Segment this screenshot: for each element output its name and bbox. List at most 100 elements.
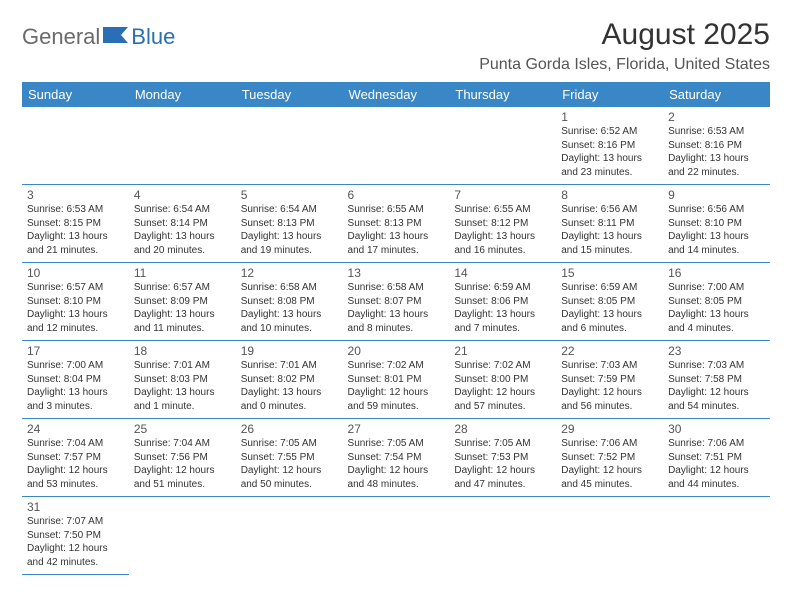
info-line: Daylight: 12 hours xyxy=(348,386,445,400)
day-info: Sunrise: 7:06 AMSunset: 7:52 PMDaylight:… xyxy=(561,437,658,491)
info-line: Sunrise: 7:04 AM xyxy=(134,437,231,451)
info-line: and 6 minutes. xyxy=(561,322,658,336)
day-header: Tuesday xyxy=(236,82,343,107)
day-number: 15 xyxy=(561,266,658,280)
calendar-cell: 10Sunrise: 6:57 AMSunset: 8:10 PMDayligh… xyxy=(22,263,129,341)
calendar-cell: 16Sunrise: 7:00 AMSunset: 8:05 PMDayligh… xyxy=(663,263,770,341)
day-number: 12 xyxy=(241,266,338,280)
info-line: Sunset: 8:03 PM xyxy=(134,373,231,387)
day-header: Monday xyxy=(129,82,236,107)
info-line: and 8 minutes. xyxy=(348,322,445,336)
logo-text-1: General xyxy=(22,24,100,50)
table-row: 17Sunrise: 7:00 AMSunset: 8:04 PMDayligh… xyxy=(22,341,770,419)
calendar-cell: 1Sunrise: 6:52 AMSunset: 8:16 PMDaylight… xyxy=(556,107,663,185)
info-line: and 59 minutes. xyxy=(348,400,445,414)
info-line: Sunset: 8:01 PM xyxy=(348,373,445,387)
day-header: Wednesday xyxy=(343,82,450,107)
info-line: and 3 minutes. xyxy=(27,400,124,414)
info-line: Daylight: 13 hours xyxy=(348,308,445,322)
info-line: Sunset: 8:09 PM xyxy=(134,295,231,309)
day-info: Sunrise: 7:02 AMSunset: 8:01 PMDaylight:… xyxy=(348,359,445,413)
day-info: Sunrise: 6:54 AMSunset: 8:13 PMDaylight:… xyxy=(241,203,338,257)
day-info: Sunrise: 6:53 AMSunset: 8:16 PMDaylight:… xyxy=(668,125,765,179)
day-header: Sunday xyxy=(22,82,129,107)
day-number: 21 xyxy=(454,344,551,358)
day-info: Sunrise: 6:52 AMSunset: 8:16 PMDaylight:… xyxy=(561,125,658,179)
info-line: and 0 minutes. xyxy=(241,400,338,414)
info-line: Sunset: 7:57 PM xyxy=(27,451,124,465)
logo-flag-icon xyxy=(103,24,129,50)
info-line: and 56 minutes. xyxy=(561,400,658,414)
info-line: Sunset: 7:54 PM xyxy=(348,451,445,465)
calendar-cell: 2Sunrise: 6:53 AMSunset: 8:16 PMDaylight… xyxy=(663,107,770,185)
day-number: 13 xyxy=(348,266,445,280)
day-info: Sunrise: 6:55 AMSunset: 8:13 PMDaylight:… xyxy=(348,203,445,257)
day-number: 29 xyxy=(561,422,658,436)
info-line: Sunset: 8:12 PM xyxy=(454,217,551,231)
day-info: Sunrise: 6:54 AMSunset: 8:14 PMDaylight:… xyxy=(134,203,231,257)
info-line: Sunset: 8:15 PM xyxy=(27,217,124,231)
table-row: 10Sunrise: 6:57 AMSunset: 8:10 PMDayligh… xyxy=(22,263,770,341)
info-line: Sunrise: 6:56 AM xyxy=(561,203,658,217)
info-line: and 14 minutes. xyxy=(668,244,765,258)
info-line: Sunset: 7:50 PM xyxy=(27,529,124,543)
logo: General Blue xyxy=(22,24,175,50)
calendar-cell xyxy=(663,497,770,575)
info-line: Sunrise: 7:04 AM xyxy=(27,437,124,451)
calendar-cell: 25Sunrise: 7:04 AMSunset: 7:56 PMDayligh… xyxy=(129,419,236,497)
info-line: Sunrise: 6:53 AM xyxy=(27,203,124,217)
info-line: Daylight: 12 hours xyxy=(241,464,338,478)
info-line: Sunrise: 7:02 AM xyxy=(454,359,551,373)
calendar-cell: 5Sunrise: 6:54 AMSunset: 8:13 PMDaylight… xyxy=(236,185,343,263)
info-line: Sunset: 7:56 PM xyxy=(134,451,231,465)
info-line: and 4 minutes. xyxy=(668,322,765,336)
day-number: 14 xyxy=(454,266,551,280)
info-line: Sunrise: 6:52 AM xyxy=(561,125,658,139)
info-line: Sunrise: 7:00 AM xyxy=(27,359,124,373)
calendar-cell xyxy=(129,107,236,185)
day-info: Sunrise: 6:57 AMSunset: 8:09 PMDaylight:… xyxy=(134,281,231,335)
info-line: Sunset: 8:10 PM xyxy=(668,217,765,231)
info-line: Daylight: 13 hours xyxy=(454,230,551,244)
info-line: Daylight: 12 hours xyxy=(668,386,765,400)
day-number: 26 xyxy=(241,422,338,436)
info-line: Sunset: 8:16 PM xyxy=(668,139,765,153)
day-info: Sunrise: 7:00 AMSunset: 8:04 PMDaylight:… xyxy=(27,359,124,413)
calendar-cell xyxy=(449,107,556,185)
calendar-cell xyxy=(236,497,343,575)
info-line: Daylight: 13 hours xyxy=(668,230,765,244)
day-number: 19 xyxy=(241,344,338,358)
day-info: Sunrise: 6:59 AMSunset: 8:06 PMDaylight:… xyxy=(454,281,551,335)
calendar-cell: 14Sunrise: 6:59 AMSunset: 8:06 PMDayligh… xyxy=(449,263,556,341)
info-line: and 15 minutes. xyxy=(561,244,658,258)
info-line: and 53 minutes. xyxy=(27,478,124,492)
info-line: Daylight: 13 hours xyxy=(241,308,338,322)
day-info: Sunrise: 7:06 AMSunset: 7:51 PMDaylight:… xyxy=(668,437,765,491)
info-line: Daylight: 12 hours xyxy=(668,464,765,478)
calendar-cell: 23Sunrise: 7:03 AMSunset: 7:58 PMDayligh… xyxy=(663,341,770,419)
info-line: Sunset: 8:14 PM xyxy=(134,217,231,231)
calendar-cell: 4Sunrise: 6:54 AMSunset: 8:14 PMDaylight… xyxy=(129,185,236,263)
day-info: Sunrise: 6:55 AMSunset: 8:12 PMDaylight:… xyxy=(454,203,551,257)
calendar-cell: 30Sunrise: 7:06 AMSunset: 7:51 PMDayligh… xyxy=(663,419,770,497)
info-line: and 44 minutes. xyxy=(668,478,765,492)
info-line: Sunset: 7:53 PM xyxy=(454,451,551,465)
day-number: 18 xyxy=(134,344,231,358)
info-line: and 42 minutes. xyxy=(27,556,124,570)
subtitle: Punta Gorda Isles, Florida, United State… xyxy=(479,56,770,74)
info-line: Daylight: 13 hours xyxy=(134,230,231,244)
day-info: Sunrise: 7:05 AMSunset: 7:55 PMDaylight:… xyxy=(241,437,338,491)
calendar-cell xyxy=(449,497,556,575)
info-line: and 1 minute. xyxy=(134,400,231,414)
info-line: Daylight: 12 hours xyxy=(27,542,124,556)
day-number: 2 xyxy=(668,110,765,124)
calendar-cell: 11Sunrise: 6:57 AMSunset: 8:09 PMDayligh… xyxy=(129,263,236,341)
calendar-cell: 29Sunrise: 7:06 AMSunset: 7:52 PMDayligh… xyxy=(556,419,663,497)
info-line: Daylight: 12 hours xyxy=(454,464,551,478)
day-number: 28 xyxy=(454,422,551,436)
day-info: Sunrise: 7:05 AMSunset: 7:54 PMDaylight:… xyxy=(348,437,445,491)
calendar-cell: 12Sunrise: 6:58 AMSunset: 8:08 PMDayligh… xyxy=(236,263,343,341)
day-header: Friday xyxy=(556,82,663,107)
day-number: 20 xyxy=(348,344,445,358)
day-number: 16 xyxy=(668,266,765,280)
